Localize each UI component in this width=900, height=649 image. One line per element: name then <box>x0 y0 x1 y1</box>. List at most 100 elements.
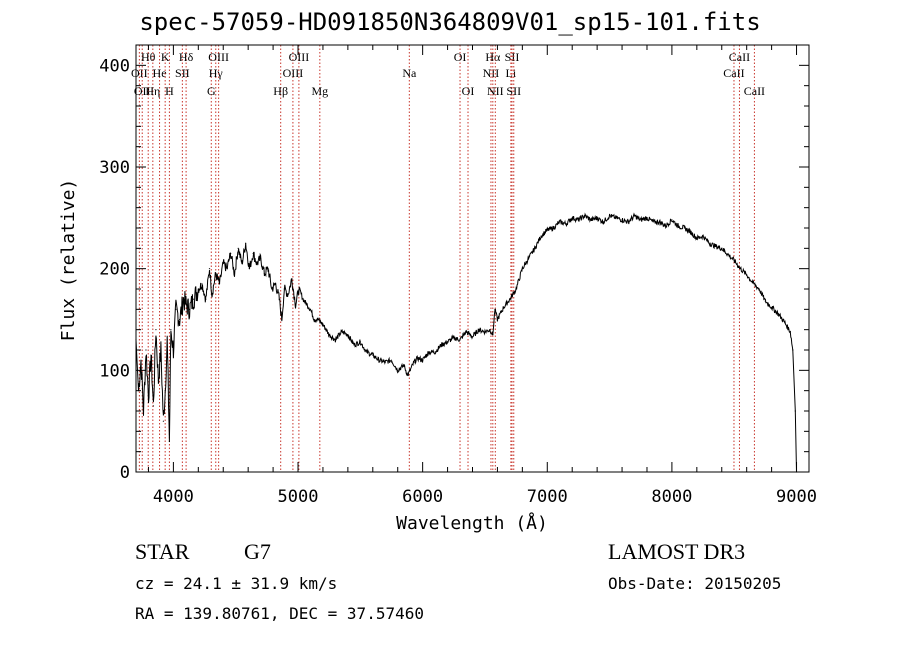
data-point-107 <box>608 215 611 217</box>
spectral-line-label-4: He <box>153 66 167 80</box>
spectral-line-label-6: H <box>165 84 174 98</box>
survey-name: LAMOST DR3 <box>608 539 746 564</box>
data-point-21 <box>188 308 191 310</box>
data-point-117 <box>671 219 673 221</box>
object-type: STAR <box>135 539 190 564</box>
data-point-2 <box>140 359 142 361</box>
x-tick-label-5: 9000 <box>776 487 817 507</box>
data-point-17 <box>175 308 177 310</box>
x-tick-label-0: 4000 <box>153 487 194 507</box>
data-point-20 <box>185 303 187 305</box>
data-point-44 <box>274 283 277 285</box>
data-point-7 <box>152 405 155 407</box>
spectral-line-label-21: NII <box>487 84 504 98</box>
data-point-55 <box>313 318 315 321</box>
spectral-line-label-10: Hγ <box>209 66 224 80</box>
spectral-line-label-25: CaII <box>723 66 744 80</box>
data-point-69 <box>397 369 399 371</box>
data-point-27 <box>211 293 213 295</box>
data-point-84 <box>478 329 480 331</box>
data-point-100 <box>565 223 567 225</box>
data-point-16 <box>172 349 174 351</box>
data-point-95 <box>534 247 536 249</box>
data-point-52 <box>302 298 304 300</box>
data-point-126 <box>727 253 729 256</box>
data-point-119 <box>683 227 685 229</box>
data-point-93 <box>521 268 523 270</box>
data-point-54 <box>309 308 312 310</box>
data-point-33 <box>233 273 236 275</box>
data-point-98 <box>552 227 555 229</box>
chart-title: spec-57059-HD091850N364809V01_sp15-101.f… <box>139 8 761 36</box>
data-point-104 <box>590 219 592 221</box>
data-point-71 <box>407 374 409 377</box>
data-point-75 <box>422 359 424 361</box>
data-point-63 <box>359 341 361 343</box>
data-point-77 <box>434 351 436 353</box>
data-point-5 <box>147 395 150 397</box>
data-point-90 <box>503 306 505 308</box>
y-axis-label: Flux (relative) <box>58 179 79 342</box>
data-point-57 <box>322 323 324 326</box>
data-point-136 <box>789 331 791 333</box>
data-point-38 <box>252 252 254 255</box>
data-point-59 <box>334 339 337 341</box>
data-point-56 <box>317 318 319 321</box>
data-point-51 <box>298 288 300 290</box>
data-point-133 <box>771 306 773 308</box>
data-point-39 <box>256 262 258 265</box>
data-point-134 <box>777 312 779 314</box>
data-point-118 <box>677 225 679 227</box>
spectral-line-label-14: OIII <box>289 50 310 64</box>
data-point-96 <box>540 235 542 237</box>
data-point-110 <box>627 221 629 223</box>
data-point-120 <box>690 231 692 233</box>
data-point-61 <box>347 334 349 336</box>
spectral-line-label-8: SII <box>175 66 190 80</box>
data-point-73 <box>413 361 415 363</box>
data-point-48 <box>287 293 289 295</box>
data-point-125 <box>721 247 723 249</box>
redshift-value: cz = 24.1 ± 31.9 km/s <box>135 574 338 593</box>
spectral-line-label-15: Mg <box>311 84 328 98</box>
data-point-64 <box>365 351 368 353</box>
data-point-49 <box>291 278 293 280</box>
data-point-72 <box>409 369 411 371</box>
data-point-105 <box>596 217 598 219</box>
data-point-94 <box>527 257 530 260</box>
data-point-67 <box>384 361 386 363</box>
data-point-28 <box>215 273 217 275</box>
data-point-88 <box>494 308 496 310</box>
spectral-line-label-27: CaII <box>744 84 765 98</box>
data-point-102 <box>577 219 580 221</box>
data-point-15 <box>170 329 172 331</box>
data-point-122 <box>702 235 704 237</box>
x-axis-label: Wavelength (Å) <box>396 512 548 534</box>
data-point-115 <box>658 221 661 223</box>
data-point-12 <box>164 390 166 392</box>
spectral-line-label-19: NII <box>483 66 500 80</box>
spectral-line-label-9: G <box>207 84 216 98</box>
spectral-line-label-7: Hδ <box>179 50 194 64</box>
data-point-29 <box>218 283 221 285</box>
spectral-line-label-3: Hη <box>145 84 160 98</box>
data-point-19 <box>182 298 184 300</box>
data-point-130 <box>752 282 754 284</box>
data-point-42 <box>267 268 269 270</box>
spectral-line-label-16: Na <box>402 66 417 80</box>
data-point-81 <box>459 339 461 341</box>
spectral-line-label-2: Hθ <box>141 50 156 64</box>
y-tick-label-3: 300 <box>99 158 130 178</box>
spectral-line-label-20: Hα <box>485 50 501 64</box>
spectral-line-label-13: OIII <box>283 66 304 80</box>
data-point-11 <box>162 420 165 422</box>
data-point-76 <box>428 351 430 353</box>
data-point-121 <box>696 237 698 239</box>
data-point-111 <box>633 215 636 217</box>
data-point-138 <box>794 410 796 412</box>
data-point-87 <box>492 334 494 336</box>
spectral-line-label-5: K <box>161 50 170 64</box>
data-point-131 <box>758 288 760 290</box>
data-point-13 <box>166 339 168 341</box>
